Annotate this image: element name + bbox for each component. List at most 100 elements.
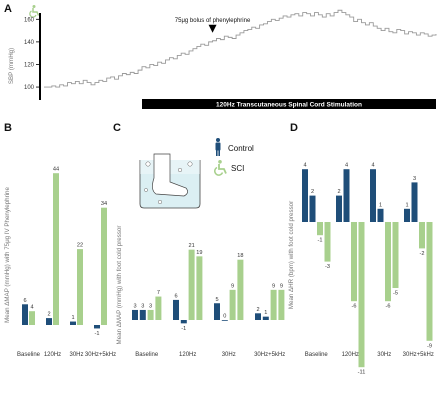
bar-control (132, 309, 138, 320)
bar-control (139, 309, 146, 320)
panel-d: Mean ΔHR (bpm) with foot cold pressor 4 2 -… (288, 163, 434, 376)
bar-control (173, 299, 179, 320)
bar-sci (53, 173, 59, 325)
category-label: 30Hz+5kHz (403, 352, 434, 358)
bar-value-label: 3 (413, 176, 416, 182)
bar-value-label: 9 (231, 283, 234, 289)
panel-a-y-ticks: 100 120 140 160 (24, 17, 40, 91)
y-tick-label: 160 (24, 17, 35, 23)
bar-value-label: 1 (264, 310, 267, 316)
panel-c-y-label: Mean ΔMAP (mmHg) with foot cold pressor (116, 226, 123, 345)
bar-value-label: -5 (393, 291, 398, 297)
bar-control (255, 313, 261, 320)
bar-control (302, 169, 308, 222)
bar-value-label: 6 (23, 298, 26, 304)
legend-sci-label: SCI (231, 164, 244, 173)
bar-sci (77, 249, 83, 325)
category-label: 30Hz (377, 352, 391, 358)
bar-control (214, 303, 220, 320)
bar-control (22, 304, 28, 325)
bar-value-label: 2 (337, 189, 340, 195)
y-tick-label: 140 (24, 40, 35, 46)
bar-control (309, 195, 316, 222)
bolus-marker (208, 24, 217, 33)
stimulation-label: 120Hz Transcutaneous Spinal Cord Stimula… (216, 102, 362, 109)
bar-control (411, 182, 418, 222)
bar-value-label: 9 (280, 283, 283, 289)
bar-value-label: 4 (303, 163, 306, 169)
bar-value-label: -6 (352, 304, 357, 310)
bar-control (221, 320, 228, 321)
panel-c: Mean ΔMAP (mmHg) with foot cold pressor 3… (116, 226, 285, 358)
bar-value-label: 3 (149, 303, 152, 309)
bar-value-label: 22 (77, 243, 83, 249)
bar-control (404, 208, 410, 222)
panel-label-a: A (4, 3, 12, 15)
person-standing-icon (215, 138, 221, 156)
bar-sci (392, 222, 399, 288)
bar-value-label: 2 (47, 312, 50, 318)
bar-value-label: 4 (345, 163, 348, 169)
bar-sci (426, 222, 433, 341)
bar-control (262, 316, 269, 320)
bar-sci (270, 289, 277, 320)
bar-value-label: -1 (95, 331, 100, 337)
category-label: 120Hz (44, 352, 61, 358)
wheelchair-accessible-icon (214, 160, 227, 176)
bar-sci (351, 222, 357, 302)
bar-value-label: -6 (386, 304, 391, 310)
bar-control (343, 169, 350, 222)
category-label: Baseline (135, 352, 159, 358)
bar-sci (278, 289, 285, 320)
category-label: 120Hz (342, 352, 359, 358)
panel-d-y-label: Mean ΔHR (bpm) with foot cold pressor (288, 201, 295, 309)
panel-b-y-label: Mean ΔMAP (mmHg) with 75μg IV Phenylephr… (4, 187, 11, 323)
stimulation-bar (142, 99, 436, 109)
panel-a: 100 120 140 160 SBP (mmHg) 75μg bolus of ph… (8, 5, 437, 109)
bar-value-label: 3 (133, 303, 136, 309)
panel-label-c: C (113, 122, 121, 134)
bar-sci (385, 222, 391, 302)
bar-sci (147, 309, 154, 320)
bar-value-label: -1 (181, 326, 186, 332)
panel-label-d: D (290, 122, 298, 134)
bar-value-label: 44 (53, 167, 59, 173)
bar-sci (358, 222, 365, 368)
bar-control (70, 321, 76, 325)
bar-sci (237, 259, 244, 320)
category-label: 30Hz (222, 352, 236, 358)
bar-control (377, 208, 384, 222)
wheelchair-accessible-icon (29, 5, 40, 18)
bar-value-label: 4 (30, 305, 33, 311)
bar-value-label: 7 (157, 290, 160, 296)
bar-value-label: 1 (405, 202, 408, 208)
bar-sci (324, 222, 331, 262)
bar-value-label: 9 (272, 283, 275, 289)
bar-value-label: 19 (196, 250, 202, 256)
bar-value-label: 18 (237, 253, 243, 259)
bar-sci (155, 296, 162, 320)
bar-value-label: 4 (371, 163, 374, 169)
bar-value-label: 1 (71, 315, 74, 321)
bar-value-label: -2 (420, 251, 425, 257)
bar-sci (419, 222, 425, 249)
bar-control (336, 195, 342, 222)
bar-value-label: 1 (379, 202, 382, 208)
bar-value-label: 3 (141, 303, 144, 309)
category-label: 30Hz+5kHz (85, 352, 116, 358)
category-label: 30Hz (69, 352, 83, 358)
bar-sci (29, 311, 35, 325)
legend-control-label: Control (228, 144, 254, 153)
bar-value-label: -11 (358, 370, 366, 376)
panel-label-b: B (4, 122, 12, 134)
bolus-annotation: 75μg bolus of phenylephrine (175, 18, 251, 24)
panel-c-illustration: Control SCI (139, 138, 254, 209)
category-label: Baseline (305, 352, 329, 358)
bar-control (46, 318, 52, 325)
bar-sci (101, 207, 107, 325)
bar-value-label: 2 (256, 307, 259, 313)
panel-a-y-label: SBP (mmHg) (8, 48, 15, 84)
bar-control (370, 169, 376, 222)
bar-value-label: 2 (311, 189, 314, 195)
bar-sci (196, 256, 203, 320)
